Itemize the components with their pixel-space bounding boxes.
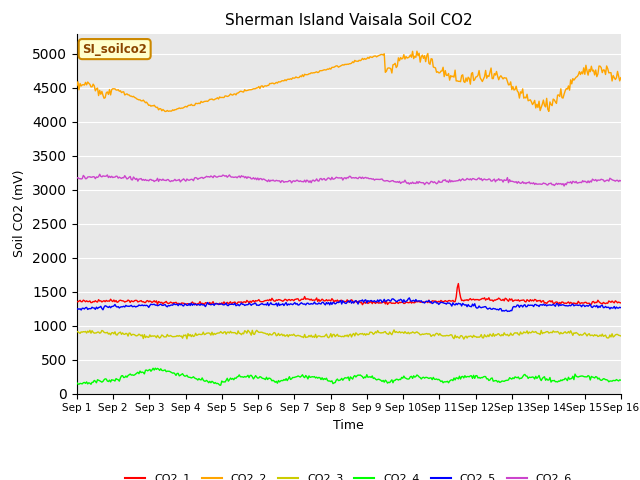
X-axis label: Time: Time bbox=[333, 419, 364, 432]
Legend: CO2_1, CO2_2, CO2_3, CO2_4, CO2_5, CO2_6: CO2_1, CO2_2, CO2_3, CO2_4, CO2_5, CO2_6 bbox=[121, 469, 577, 480]
Text: SI_soilco2: SI_soilco2 bbox=[82, 43, 147, 56]
Y-axis label: Soil CO2 (mV): Soil CO2 (mV) bbox=[13, 170, 26, 257]
Title: Sherman Island Vaisala Soil CO2: Sherman Island Vaisala Soil CO2 bbox=[225, 13, 472, 28]
